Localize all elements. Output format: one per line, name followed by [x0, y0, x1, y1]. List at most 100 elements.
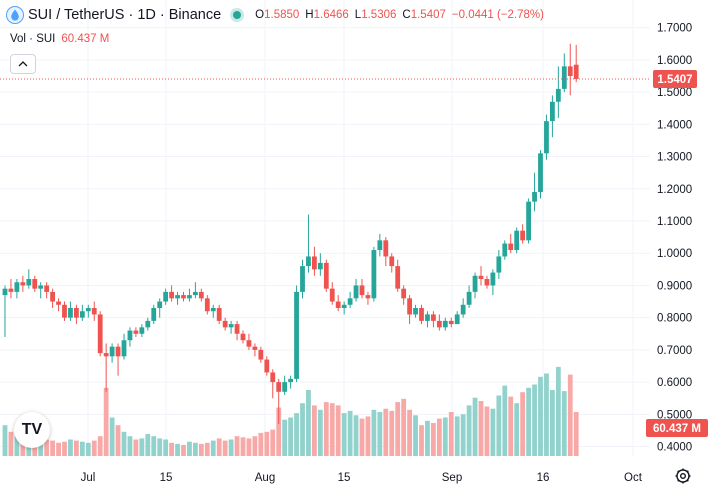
volume-bar	[115, 425, 121, 456]
volume-bar	[532, 384, 537, 456]
volume-bar	[234, 436, 240, 456]
candle-body	[413, 308, 418, 315]
candle-body	[484, 279, 490, 286]
volume-bar	[50, 440, 55, 456]
price-axis[interactable]: 1.7000 1.6000 1.5000 1.4000 1.3000 1.2000 1.10…	[657, 23, 692, 454]
volume-bar	[91, 440, 97, 456]
candle-body	[139, 327, 145, 334]
volume-bar	[323, 402, 329, 456]
candle-body	[50, 291, 55, 302]
volume-bar	[264, 431, 270, 456]
volume-bar	[44, 439, 50, 456]
volume-bar	[300, 403, 305, 456]
volume-bar	[258, 432, 264, 456]
price-tick-label: 0.9000	[657, 280, 692, 292]
time-tick-label: Aug	[255, 472, 275, 484]
candle-body	[347, 298, 353, 305]
volume-bar	[544, 373, 549, 456]
candle-body	[532, 192, 537, 202]
ohlc-high-value: 1.6466	[313, 9, 349, 21]
candle-body	[8, 288, 14, 292]
candle-body	[109, 346, 115, 357]
chart-header: SUI / TetherUS · 1D · Binance O1.5850 H1…	[6, 6, 544, 24]
candle-body	[395, 266, 401, 289]
candle-body	[419, 308, 424, 321]
volume-bar	[228, 439, 234, 456]
candle-body	[550, 101, 555, 122]
volume-bar	[365, 416, 371, 456]
volume-value: 60.437 M	[61, 33, 110, 45]
candle-body	[246, 340, 252, 347]
volume-label: Vol · SUI	[10, 33, 56, 45]
volume-bar	[139, 438, 145, 456]
volume-bar	[401, 398, 407, 456]
candle-body	[514, 230, 520, 250]
volume-bar	[317, 409, 323, 456]
candle-body	[252, 346, 258, 350]
volume-bar	[62, 441, 67, 456]
volume-bar	[288, 417, 293, 456]
price-tick-label: 1.4000	[657, 119, 692, 131]
volume-bar	[442, 417, 448, 456]
candle-body	[198, 291, 204, 299]
time-axis[interactable]: Jul 15 Aug 15 Sep 16 Oct	[81, 472, 643, 484]
volume-legend: Vol · SUI 60.437 M	[10, 33, 109, 45]
candle-body	[44, 285, 50, 292]
ohlc-change: −0.0441 (−2.78%)	[451, 9, 544, 21]
volume-bar	[246, 438, 252, 456]
time-tick-label: 16	[537, 472, 550, 484]
volume-bar	[389, 410, 395, 456]
price-tick-label: 1.6000	[657, 55, 692, 67]
candle-body	[103, 353, 109, 357]
grid-lines	[0, 0, 650, 456]
symbol-title[interactable]: SUI / TetherUS · 1D · Binance	[28, 7, 222, 23]
volume-bar	[133, 439, 139, 456]
candle-body	[448, 320, 454, 325]
volume-bar	[282, 419, 288, 456]
volume-bar	[240, 437, 246, 456]
volume-bar	[561, 391, 567, 456]
tradingview-logo-icon[interactable]: TV	[14, 412, 50, 448]
volume-bar	[163, 439, 169, 456]
volume-bar	[127, 436, 133, 456]
candle-body	[442, 320, 448, 328]
volume-bar	[8, 431, 14, 456]
volume-bar	[395, 402, 401, 456]
gear-icon[interactable]	[674, 467, 692, 485]
volume-bar	[538, 376, 543, 456]
volume-bar	[85, 442, 91, 456]
volume-bar	[472, 397, 478, 456]
candle-body	[371, 250, 377, 299]
ohlc-open-value: 1.5850	[264, 9, 300, 21]
candle-body	[300, 266, 305, 292]
candle-body	[62, 304, 67, 318]
ohlc-high-key: H	[305, 9, 314, 21]
candlesticks	[2, 43, 579, 424]
volume-bar	[68, 439, 73, 456]
volume-bar	[306, 390, 311, 456]
sui-symbol-icon	[6, 6, 24, 24]
volume-bar	[145, 434, 151, 456]
volume-bar	[193, 442, 198, 456]
volume-bar	[448, 412, 454, 456]
ohlc-open-key: O	[255, 9, 265, 21]
candle-body	[526, 201, 531, 241]
time-tick-label: Oct	[624, 472, 643, 484]
volume-bar	[216, 438, 222, 456]
volume-bar	[2, 425, 8, 456]
candle-body	[294, 291, 299, 379]
candle-body	[317, 262, 323, 270]
volume-bar	[175, 443, 180, 456]
candle-body	[204, 298, 210, 312]
collapse-legend-button[interactable]	[10, 54, 36, 74]
candle-body	[121, 340, 127, 357]
volume-bar	[353, 415, 359, 456]
volume-bar	[359, 418, 365, 456]
candle-body	[389, 256, 395, 267]
candle-body	[157, 301, 163, 308]
candle-body	[234, 324, 240, 334]
candle-body	[193, 291, 198, 296]
volume-bar	[460, 414, 466, 456]
ohlc-close-value: 1.5407	[410, 9, 446, 21]
